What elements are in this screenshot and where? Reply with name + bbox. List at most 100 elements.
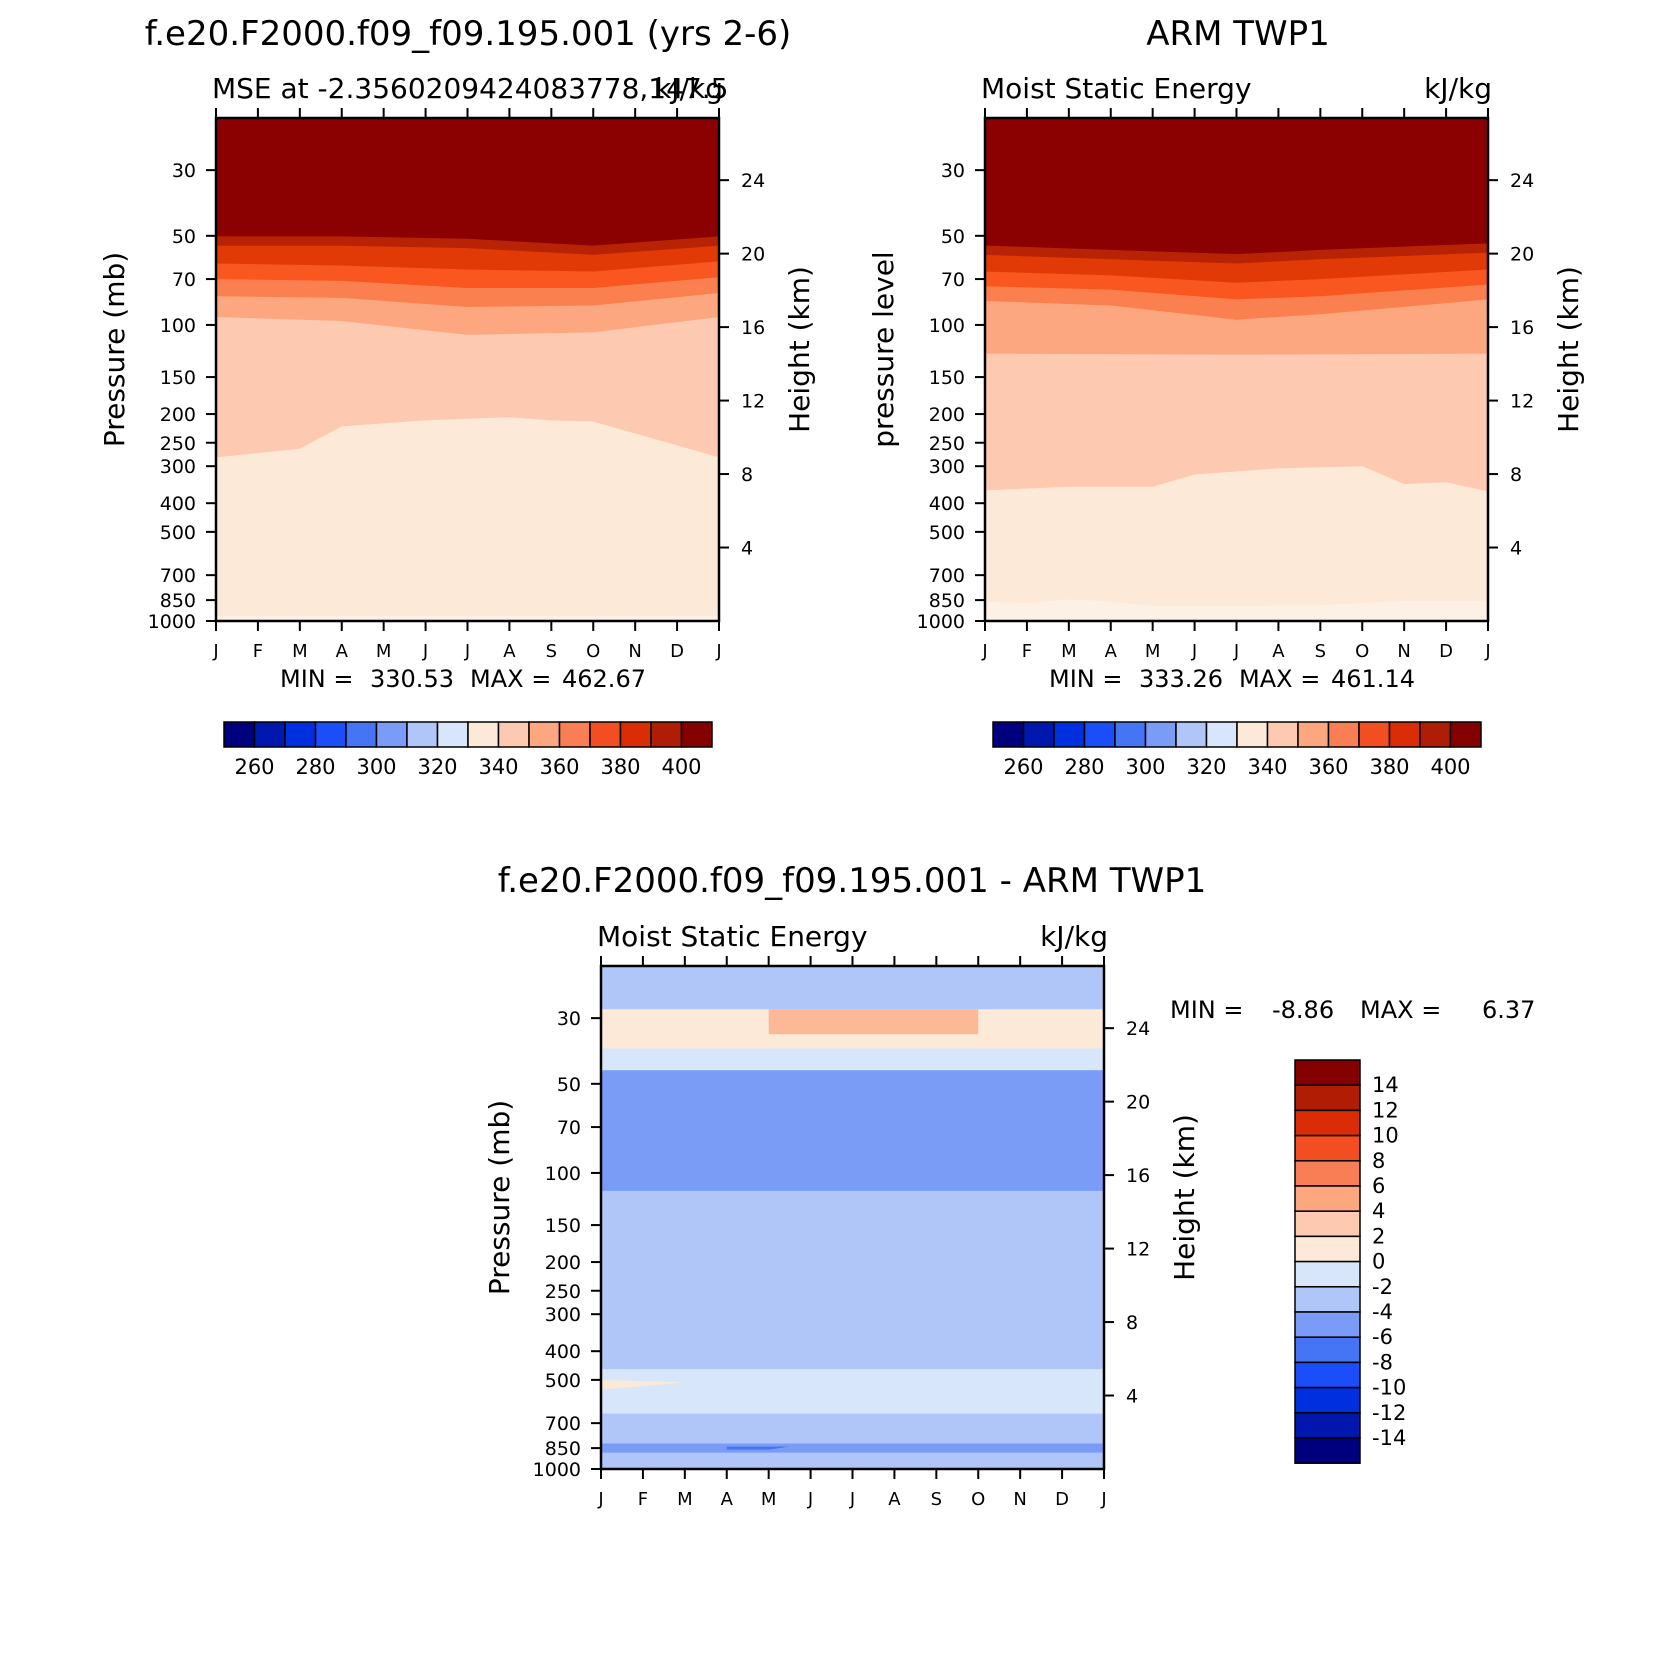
colorbar-swatch (1294, 1210, 1361, 1238)
contour-region-9 (726, 1446, 790, 1450)
y-tick-label: 30 (557, 1008, 581, 1030)
min-value: 333.26 (1139, 665, 1223, 693)
colorbar-label: -6 (1372, 1325, 1393, 1349)
subtitle-left: Moist Static Energy (597, 920, 868, 953)
contour-region-7 (601, 1379, 685, 1390)
colorbar-label: 400 (1430, 755, 1470, 779)
max-value: 6.37 (1482, 996, 1535, 1024)
y-tick-label: 150 (929, 367, 965, 389)
min-value: 330.53 (370, 665, 454, 693)
y2-tick-label: 16 (1510, 317, 1534, 339)
y-tick-label: 500 (160, 522, 196, 544)
colorbar-label: -2 (1372, 1275, 1393, 1299)
y-tick-label: 700 (160, 565, 196, 587)
x-tick-label: J (1484, 641, 1490, 662)
y-tick-label: 200 (160, 404, 196, 426)
colorbar-swatch (1266, 721, 1299, 748)
y-tick-label: 70 (941, 269, 965, 291)
colorbar-label: 260 (234, 755, 274, 779)
contour-region-4 (726, 1096, 790, 1112)
colorbar-swatch (680, 721, 713, 748)
max-label: MAX = (1239, 665, 1320, 693)
min-value: -8.86 (1272, 996, 1334, 1024)
colorbar-label: 360 (539, 755, 579, 779)
y-tick-label: 100 (545, 1163, 581, 1185)
x-tick-label: F (1022, 641, 1032, 662)
y-tick-label: 250 (160, 433, 196, 455)
colorbar-swatch (1236, 721, 1269, 748)
x-tick-label: A (503, 641, 516, 662)
y2-tick-label: 20 (1510, 244, 1534, 266)
colorbar-swatch (1327, 721, 1360, 748)
y-tick-label: 200 (929, 404, 965, 426)
y2-tick-label: 16 (741, 317, 765, 339)
colorbar-label: 300 (356, 755, 396, 779)
x-tick-label: S (1315, 641, 1326, 662)
max-value: 461.14 (1331, 665, 1415, 693)
colorbar-label: -8 (1372, 1350, 1393, 1374)
y-axis-label: pressure level (867, 251, 900, 447)
colorbar-swatch (345, 721, 378, 748)
y2-tick-label: 12 (1510, 391, 1534, 413)
x-tick-label: F (638, 1489, 648, 1510)
colorbar-label: 8 (1372, 1149, 1385, 1173)
y-tick-label: 150 (160, 367, 196, 389)
colorbar-swatch (558, 721, 591, 748)
y2-tick-label: 4 (1126, 1386, 1138, 1408)
contour-region-6 (601, 1369, 1104, 1414)
max-label: MAX = (1360, 996, 1441, 1024)
subtitle-right: kJ/kg (1040, 920, 1108, 953)
y-tick-label: 1000 (533, 1459, 581, 1481)
y-tick-label: 1000 (148, 611, 196, 633)
x-tick-label: M (1061, 641, 1077, 662)
colorbar-swatch (1294, 1386, 1361, 1414)
x-tick-label: M (1145, 641, 1161, 662)
colorbar-swatch (467, 721, 500, 748)
contour-band-400 (216, 118, 719, 246)
x-tick-label: A (1105, 641, 1118, 662)
y-tick-label: 30 (941, 160, 965, 182)
x-tick-label: J (981, 641, 987, 662)
y-tick-label: 30 (172, 160, 196, 182)
colorbar-label: 320 (1186, 755, 1226, 779)
y2-tick-label: 12 (1126, 1239, 1150, 1261)
y-tick-label: 50 (172, 226, 196, 248)
colorbar-swatch (1205, 721, 1238, 748)
y2-tick-label: 8 (1510, 464, 1522, 486)
y-tick-label: 1000 (917, 611, 965, 633)
colorbar-swatch (1297, 721, 1330, 748)
subtitle-right: kJ/kg (655, 72, 723, 105)
y-tick-label: 100 (929, 315, 965, 337)
colorbar-label: 380 (600, 755, 640, 779)
colorbar-label: 4 (1372, 1199, 1385, 1223)
x-tick-label: A (721, 1489, 734, 1510)
colorbar-label: -10 (1372, 1376, 1406, 1400)
panel-1 (985, 118, 1488, 621)
x-tick-label: O (586, 641, 600, 662)
y2-tick-label: 4 (1510, 538, 1522, 560)
axes-0: f.e20.F2000.f09_f09.195.001 (yrs 2-6) MSE… (98, 14, 816, 662)
colorbar-label: 360 (1308, 755, 1348, 779)
contour-region-8 (601, 1443, 1104, 1453)
colorbar-swatch (1294, 1260, 1361, 1288)
colorbar-swatch (1294, 1412, 1361, 1439)
contour-region-2 (601, 1048, 1104, 1071)
colorbar-label: 320 (417, 755, 457, 779)
y-tick-label: 300 (929, 456, 965, 478)
colorbar-label: 0 (1372, 1250, 1385, 1274)
x-tick-label: J (807, 1489, 813, 1510)
colorbar-swatch (1294, 1134, 1361, 1162)
y2-tick-label: 8 (1126, 1312, 1138, 1334)
x-tick-label: F (253, 641, 263, 662)
stats-2: MIN = -8.86 MAX = 6.37 (1170, 996, 1535, 1024)
y-tick-label: 50 (941, 226, 965, 248)
colorbar-swatch (528, 721, 561, 748)
min-label: MIN = (1049, 665, 1122, 693)
axes-2: f.e20.F2000.f09_f09.195.001 - ARM TWP1 Mo… (483, 861, 1206, 1510)
colorbar-swatch (1114, 721, 1147, 748)
x-tick-label: J (849, 1489, 855, 1510)
panel-2 (601, 966, 1104, 1469)
colorbar-swatch (406, 721, 439, 748)
y-tick-label: 400 (929, 493, 965, 515)
